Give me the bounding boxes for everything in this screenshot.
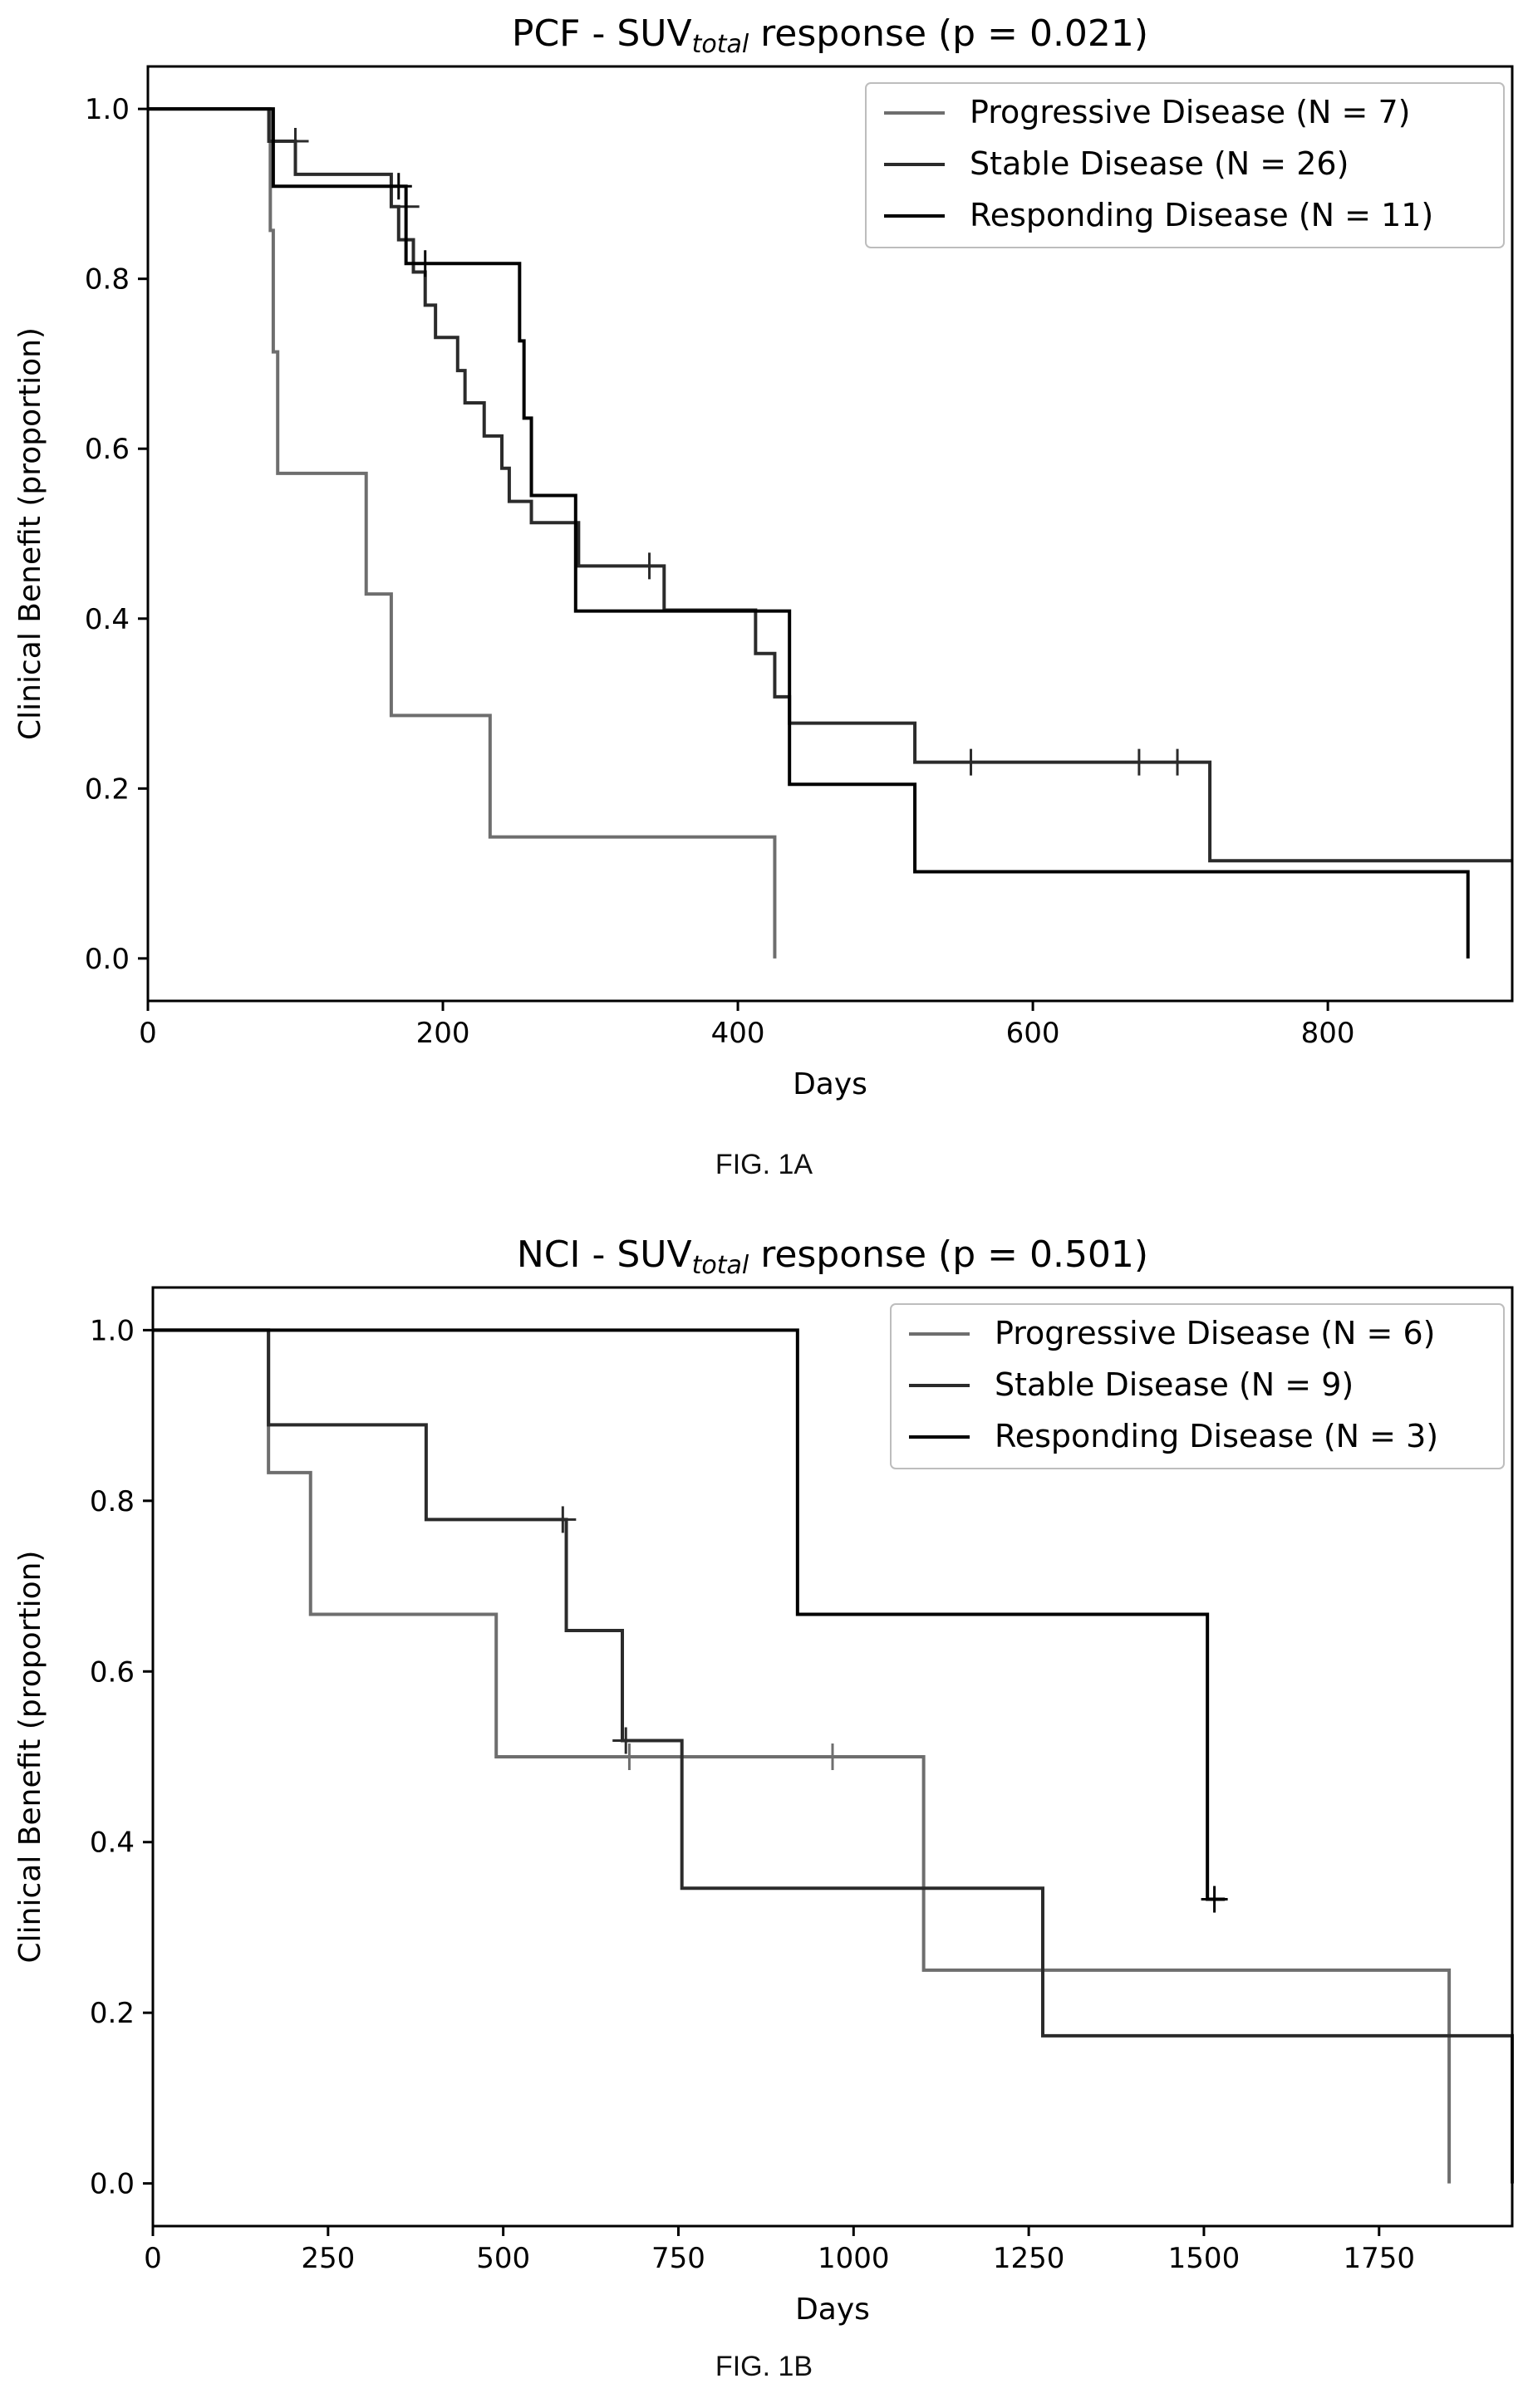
x-tick-label-3: 750	[651, 2242, 705, 2275]
series-line-1	[153, 1328, 1514, 2184]
chart-fig-1b: NCI - SUVtotal response (p = 0.501) 0 250 5…	[13, 1233, 1514, 2327]
x-tick-label-1: 250	[301, 2242, 355, 2275]
y-tick-label-5: 1.0	[90, 1314, 135, 1347]
y-tick-label-0: 0.0	[85, 943, 130, 976]
chart-title-prefix: NCI - SUV	[517, 1233, 692, 1276]
chart-title: PCF - SUVtotal response (p = 0.021)	[512, 12, 1148, 59]
legend-label-1: Stable Disease (N = 26)	[970, 145, 1349, 182]
legend-box	[865, 82, 1505, 248]
legend-box	[890, 1303, 1505, 1469]
series-line-1	[148, 107, 1512, 863]
x-tick-label-2: 400	[711, 1017, 765, 1050]
chart-title-suffix: response (p = 0.021)	[749, 12, 1148, 55]
figure-caption-1b: FIG. 1B	[715, 2351, 813, 2382]
y-tick-label-0: 0.0	[90, 2168, 135, 2201]
legend-label-0: Progressive Disease (N = 7)	[970, 94, 1410, 130]
figure-caption-1a: FIG. 1A	[715, 1149, 813, 1180]
plot-frame	[151, 1286, 1514, 2228]
x-tick-label-0: 0	[144, 2242, 162, 2275]
x-tick-label-1: 200	[416, 1017, 470, 1050]
x-tick-label-4: 1000	[818, 2242, 890, 2275]
y-tick-label-2: 0.4	[85, 603, 130, 636]
x-tick-label-6: 1500	[1168, 2242, 1241, 2275]
y-tick-label-1: 0.2	[85, 772, 130, 806]
y-axis-label: Clinical Benefit (proportion)	[13, 1551, 47, 1964]
y-tick-label-2: 0.4	[90, 1827, 135, 1860]
y-tick-label-5: 1.0	[85, 93, 130, 126]
y-tick-label-3: 0.6	[90, 1655, 135, 1689]
y-tick-label-4: 0.8	[90, 1485, 135, 1518]
plot-frame	[146, 65, 1514, 1003]
legend-label-2: Responding Disease (N = 3)	[995, 1418, 1438, 1454]
y-tick-label-1: 0.2	[90, 1997, 135, 2030]
x-tick-label-3: 600	[1006, 1017, 1060, 1050]
chart-title-subscript: total	[692, 1251, 749, 1280]
legend-label-0: Progressive Disease (N = 6)	[995, 1315, 1435, 1351]
chart-title-prefix: PCF - SUV	[512, 12, 692, 55]
x-tick-label-4: 800	[1301, 1017, 1355, 1050]
x-axis-label: Days	[793, 1067, 867, 1101]
x-tick-label-5: 1250	[993, 2242, 1065, 2275]
x-tick-label-7: 1750	[1344, 2242, 1416, 2275]
y-axis-label: Clinical Benefit (proportion)	[13, 327, 47, 740]
chart-fig-1a: PCF - SUVtotal response (p = 0.021) 0 200 4…	[13, 12, 1514, 1101]
legend-label-2: Responding Disease (N = 11)	[970, 197, 1433, 233]
y-tick-label-3: 0.6	[85, 433, 130, 466]
series-line-0	[148, 107, 777, 959]
x-tick-label-0: 0	[139, 1017, 157, 1050]
y-tick-label-4: 0.8	[85, 263, 130, 297]
chart-title: NCI - SUVtotal response (p = 0.501)	[517, 1233, 1148, 1280]
chart-title-subscript: total	[692, 30, 749, 59]
legend-label-1: Stable Disease (N = 9)	[995, 1366, 1354, 1403]
chart-title-suffix: response (p = 0.501)	[749, 1233, 1148, 1276]
x-axis-label: Days	[795, 2293, 870, 2327]
x-tick-label-2: 500	[476, 2242, 530, 2275]
